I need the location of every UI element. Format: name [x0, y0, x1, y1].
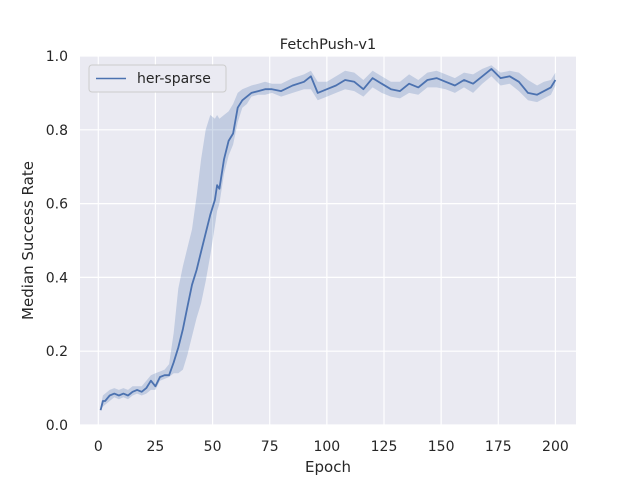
y-tick-label: 1.0 — [46, 49, 68, 65]
y-tick-label: 0.6 — [46, 197, 68, 213]
legend-label-her-sparse: her-sparse — [137, 71, 211, 87]
y-tick-label: 0.2 — [46, 344, 68, 360]
x-tick-label: 25 — [147, 439, 165, 455]
y-tick-label: 0.8 — [46, 123, 68, 139]
x-tick-label: 50 — [204, 439, 222, 455]
x-tick-label: 200 — [542, 439, 569, 455]
x-tick-labels: 0 25 50 75 100 125 150 175 200 — [94, 439, 569, 455]
chart-title: FetchPush-v1 — [280, 37, 376, 53]
x-tick-label: 0 — [94, 439, 103, 455]
y-tick-label: 0.0 — [46, 418, 68, 434]
y-tick-label: 0.4 — [46, 270, 68, 286]
x-gridlines — [97, 56, 557, 425]
series-line-her-sparse — [99, 68, 557, 411]
legend: her-sparse — [88, 64, 227, 93]
y-tick-labels: 0.0 0.2 0.4 0.6 0.8 1.0 — [46, 49, 68, 434]
x-tick-label: 75 — [261, 439, 279, 455]
y-axis-label: Median Success Rate — [19, 161, 37, 320]
y-gridlines — [80, 55, 576, 426]
confidence-band — [100, 65, 556, 411]
legend-box — [88, 64, 227, 93]
x-tick-label: 175 — [485, 439, 512, 455]
x-tick-label: 100 — [313, 439, 340, 455]
plot-area — [80, 56, 576, 425]
x-axis-label: Epoch — [305, 458, 351, 476]
x-tick-label: 150 — [428, 439, 455, 455]
x-tick-label: 125 — [371, 439, 398, 455]
